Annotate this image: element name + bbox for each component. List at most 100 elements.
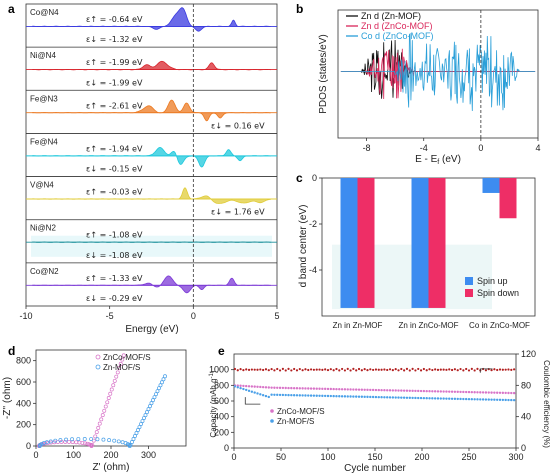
- panel-e-point-zn: [290, 393, 293, 397]
- panel-c-category-label: Co in ZnCo-MOF: [469, 321, 530, 330]
- panel-e-letter: e: [218, 344, 225, 358]
- panel-e-point-zn: [436, 397, 440, 400]
- panel-e-point-znco: [501, 391, 505, 395]
- panel-e-point-znco: [355, 388, 358, 391]
- panel-e-point-ce: [318, 368, 321, 371]
- panel-e-point-zn: [298, 394, 301, 397]
- panel-d-point-zn: [163, 374, 167, 379]
- panel-e-point-ce: [448, 368, 451, 371]
- panel-e-point-ce: [360, 369, 363, 372]
- panel-e-point-zn: [467, 397, 471, 401]
- panel-e-point-znco: [448, 390, 451, 393]
- panel-e-point-znco: [464, 390, 468, 394]
- panel-d-point-zn: [143, 413, 148, 418]
- panel-e-point-zn: [312, 394, 316, 397]
- panel-d-point-znco: [88, 442, 93, 447]
- panel-e-point-zn: [242, 387, 245, 391]
- panel-b-series-znco-zn: [340, 48, 536, 100]
- panel-e-point-zn: [233, 385, 237, 388]
- panel-e-point-zn: [352, 395, 355, 398]
- panel-a-row-label: Fe@N3: [30, 94, 58, 103]
- panel-e-point-znco: [335, 387, 338, 391]
- panel-c-ylabel: d band center (eV): [298, 205, 309, 288]
- panel-d-point-znco: [117, 366, 122, 371]
- panel-b-xtick-label: -8: [363, 143, 371, 153]
- panel-e-point-zn: [419, 396, 423, 400]
- panel-d-point-zn: [82, 437, 87, 441]
- panel-e-point-zn: [386, 396, 389, 399]
- panel-e-point-zn: [338, 395, 341, 398]
- panel-c-bar: [357, 178, 375, 308]
- panel-a-eps-down: ε↓ = -1.08 eV: [86, 251, 143, 260]
- panel-e-point-ce: [247, 368, 251, 371]
- panel-e-point-znco: [456, 390, 459, 394]
- panel-b-legend-label: Zn d (ZnCo-MOF): [361, 21, 433, 31]
- panel-d-point-zn: [161, 377, 166, 382]
- panel-e-point-znco: [284, 386, 287, 390]
- panel-d-point-zn: [151, 398, 155, 403]
- panel-d-point-zn: [39, 442, 44, 446]
- panel-e-point-znco: [400, 389, 403, 392]
- panel-d-point-znco: [103, 404, 108, 409]
- panel-e-point-zn: [417, 396, 420, 400]
- panel-e-point-znco: [479, 391, 482, 394]
- panel-b-legend-label: Co d (ZnCo-MOF): [361, 31, 434, 41]
- panel-e-point-znco: [273, 386, 276, 389]
- panel-c-legend-swatch: [465, 277, 473, 285]
- panel-e-point-zn: [329, 394, 333, 398]
- panel-a-eps-down: ε↓ = -0.15 eV: [86, 165, 143, 174]
- panel-c-ytick-label: 0: [312, 173, 317, 183]
- panel-e-point-ce: [256, 368, 259, 371]
- panel-e-point-ce: [253, 368, 256, 371]
- panel-d-point-zn: [53, 438, 58, 443]
- panel-e-point-ce: [309, 368, 313, 371]
- panel-e-point-znco: [267, 386, 270, 389]
- panel-e-y2label: Coulombic efficiency (%): [542, 360, 550, 448]
- panel-e-xtick-label: 0: [231, 452, 236, 462]
- panel-e-point-zn: [295, 394, 299, 397]
- panel-e-point-zn: [402, 396, 406, 399]
- panel-e-point-znco: [510, 391, 513, 395]
- panel-e-legend-marker: [270, 409, 274, 413]
- panel-e-point-znco: [323, 387, 327, 391]
- panel-d-point-znco: [105, 400, 110, 405]
- panel-d-point-zn: [44, 440, 49, 445]
- panel-e-point-zn: [349, 395, 352, 398]
- panel-e-point-ce: [267, 369, 270, 372]
- panel-e-point-ce: [467, 369, 471, 372]
- panel-e-point-zn: [309, 394, 313, 397]
- panel-e-point-ce: [470, 367, 473, 370]
- panel-e-point-ce: [346, 367, 349, 370]
- panel-e-point-znco: [290, 386, 293, 390]
- panel-e-point-zn: [448, 397, 451, 400]
- panel-e-point-zn: [498, 398, 502, 402]
- panel-d-point-zn: [64, 437, 69, 442]
- panel-d-legend-label: Zn-MOF/S: [103, 363, 140, 372]
- panel-d-point-znco: [111, 383, 116, 388]
- panel-e-xtick-label: 200: [414, 452, 429, 462]
- panel-c-letter: c: [296, 171, 303, 185]
- panel-d-point-znco: [97, 421, 102, 426]
- panel-e-point-ce: [281, 367, 284, 370]
- panel-e-point-zn: [284, 393, 287, 397]
- panel-d-point-znco: [121, 353, 126, 358]
- panel-e-point-znco: [431, 390, 434, 393]
- panel-e-point-ce: [405, 367, 409, 371]
- panel-e-point-znco: [504, 391, 507, 395]
- panel-e-point-ce: [377, 368, 380, 371]
- panel-e-point-znco: [374, 388, 378, 392]
- panel-e-point-zn: [479, 398, 482, 401]
- panel-e-point-zn: [400, 396, 403, 399]
- panel-e-point-ce: [355, 369, 358, 372]
- panel-e-point-znco: [247, 385, 251, 388]
- panel-e-point-zn: [450, 397, 454, 400]
- panel-e-point-znco: [309, 387, 313, 390]
- panel-e-point-znco: [236, 384, 239, 387]
- panel-a-eps-down: ε↓ = 0.16 eV: [211, 121, 265, 130]
- panel-e-point-zn: [428, 397, 431, 400]
- panel-e-ytick-label: 800: [214, 380, 229, 390]
- panel-e-point-zn: [442, 397, 445, 400]
- panel-e-point-zn: [397, 396, 400, 399]
- panel-e-point-ce: [372, 368, 375, 372]
- panel-e-point-ce: [417, 367, 420, 371]
